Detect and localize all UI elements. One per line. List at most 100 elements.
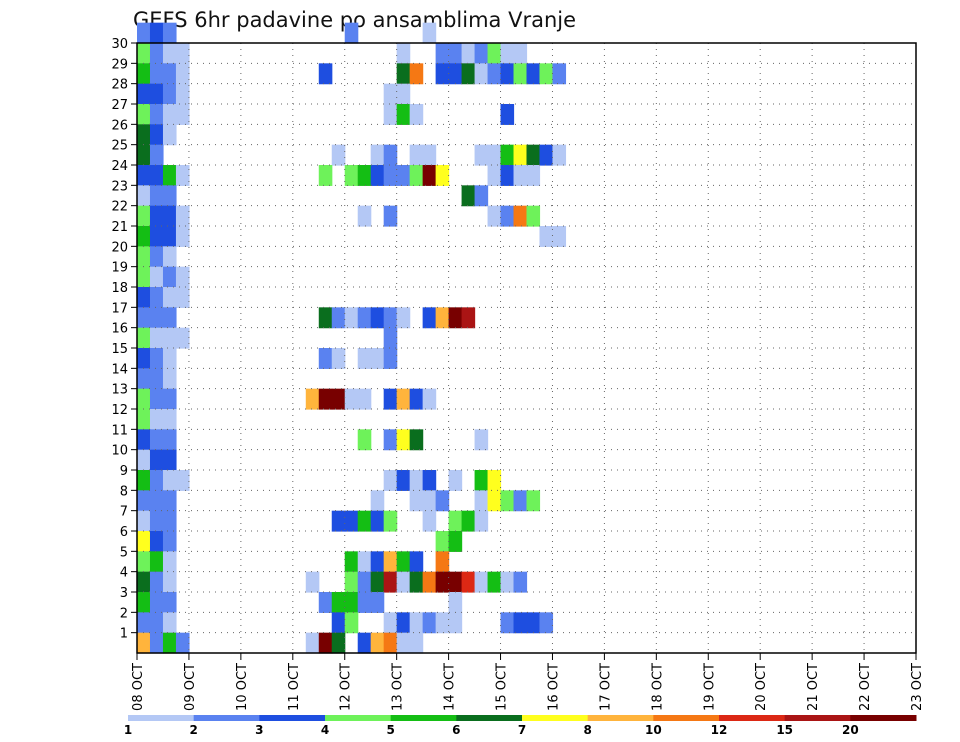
y-tick-label: 27 (111, 98, 128, 113)
heatmap-cell (137, 409, 151, 430)
heatmap-cell (344, 22, 359, 44)
heatmap-cell (162, 592, 177, 613)
heatmap-cell (383, 327, 398, 349)
heatmap-cell (448, 592, 463, 613)
heatmap-cell (344, 551, 359, 573)
heatmap-cell (461, 63, 476, 85)
y-tick-label: 17 (111, 301, 128, 316)
heatmap-cell (409, 612, 424, 634)
y-tick-label: 8 (120, 484, 128, 499)
heatmap-cell (461, 185, 476, 207)
heatmap-cell (383, 104, 398, 125)
legend-label: 8 (583, 723, 591, 737)
heatmap-cell (175, 226, 190, 247)
heatmap-cell (318, 165, 333, 186)
heatmap-cell (435, 612, 450, 634)
y-tick-label: 24 (111, 159, 128, 174)
heatmap-cell (409, 470, 424, 491)
grid-lines (137, 43, 916, 653)
heatmap-cell (162, 409, 177, 430)
heatmap-cell (162, 429, 177, 451)
heatmap-cell (331, 348, 346, 369)
heatmap-cell (383, 348, 398, 369)
heatmap-cell (344, 571, 359, 593)
heatmap-cell (513, 144, 528, 166)
heatmap-cell (149, 266, 164, 288)
y-tick-label: 23 (111, 179, 128, 194)
heatmap-cell (137, 205, 151, 227)
heatmap-cell (149, 368, 164, 390)
x-tick-label: 09 OCT (183, 663, 198, 711)
heatmap-cell (331, 612, 346, 634)
heatmap-cell (175, 83, 190, 105)
heatmap-cell (435, 63, 450, 85)
heatmap-cell (513, 571, 528, 593)
heatmap-cell (137, 612, 151, 634)
heatmap-cell (448, 571, 463, 593)
heatmap-cell (422, 388, 437, 410)
legend-swatch (259, 715, 326, 721)
heatmap-cell (149, 490, 164, 512)
heatmap-cell (149, 144, 164, 166)
heatmap-cell (383, 429, 398, 451)
heatmap-cell (357, 205, 372, 227)
heatmap-cell (175, 43, 190, 64)
heatmap-cell (396, 551, 411, 573)
heatmap-cell (396, 470, 411, 491)
heatmap-cell (448, 63, 463, 85)
heatmap-cell (383, 144, 398, 166)
heatmap-cell (396, 104, 411, 125)
x-axis: 08 OCT 09 OCT 10 OCT 11 OCT 12 OCT 13 OCT 14 O… (131, 653, 925, 711)
heatmap-cell (137, 327, 151, 349)
heatmap-cell (162, 470, 177, 491)
color-legend: 1 2 3 4 5 6 7 8 10 12 15 20 (124, 715, 917, 737)
heatmap-cell (137, 470, 151, 491)
heatmap-cell (461, 510, 476, 532)
legend-swatch (456, 715, 523, 721)
heatmap-cell (370, 632, 385, 654)
heatmap-cell (331, 307, 346, 329)
heatmap-cell (422, 571, 437, 593)
heatmap-cell (461, 307, 476, 329)
y-tick-label: 28 (111, 78, 128, 93)
y-tick-label: 30 (111, 37, 128, 52)
x-tick-label: 15 OCT (495, 663, 510, 711)
legend-swatch (522, 715, 589, 721)
heatmap-cell (500, 144, 515, 166)
heatmap-cell (409, 388, 424, 410)
legend-swatch (850, 715, 917, 721)
heatmap-cell (149, 43, 164, 64)
heatmap-cell (396, 165, 411, 186)
x-tick-label: 21 OCT (806, 663, 821, 711)
legend-swatch (128, 715, 195, 721)
heatmap-cell (137, 531, 151, 552)
heatmap-cell (175, 327, 190, 349)
heatmap-cell (344, 388, 359, 410)
heatmap-cell (162, 612, 177, 634)
heatmap-cell (552, 226, 567, 247)
heatmap-cell (149, 592, 164, 613)
heatmap-cell (435, 490, 450, 512)
heatmap-cell (396, 388, 411, 410)
heatmap-cell (162, 124, 177, 146)
heatmap-cell (396, 612, 411, 634)
heatmap-cell (396, 632, 411, 654)
heatmap-cell (149, 551, 164, 573)
heatmap-cell (500, 205, 515, 227)
heatmap-cell (422, 470, 437, 491)
heatmap-cell (409, 551, 424, 573)
heatmap-cell (162, 571, 177, 593)
heatmap-cell (137, 22, 151, 44)
x-tick-label: 11 OCT (287, 663, 302, 711)
heatmap-cell (137, 307, 151, 329)
heatmap-cell (318, 348, 333, 369)
x-tick-label: 19 OCT (702, 663, 717, 711)
heatmap-cell (357, 592, 372, 613)
heatmap-cell (162, 205, 177, 227)
heatmap-cell (526, 612, 541, 634)
heatmap-cell (357, 429, 372, 451)
heatmap-cell (513, 165, 528, 186)
heatmap-cell (149, 185, 164, 207)
heatmap-cell (370, 165, 385, 186)
heatmap-cell (383, 165, 398, 186)
